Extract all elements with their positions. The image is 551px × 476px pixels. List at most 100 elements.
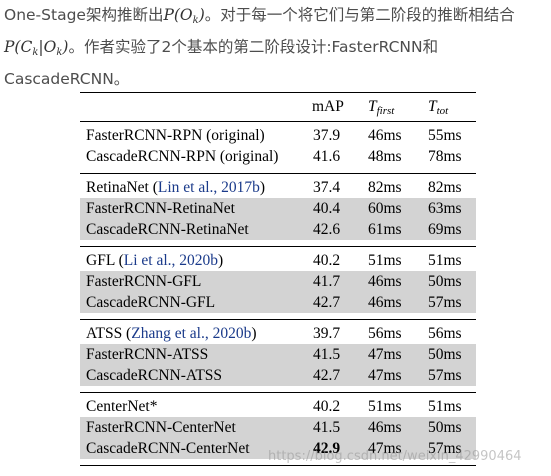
watermark: https://blog.csdn.net/weixin_42990464 xyxy=(268,449,522,464)
row-map: 39.7 xyxy=(313,325,341,342)
table-row: CascadeRCNN-RetinaNet 42.6 61ms 69ms xyxy=(80,219,476,240)
row-tfirst: 46ms xyxy=(368,419,402,436)
table-row: RetinaNet (Lin et al., 2017b) 37.4 82ms … xyxy=(80,177,476,198)
group-rule xyxy=(80,246,476,247)
formula-p-ck-close: ) xyxy=(62,38,69,56)
group-rule xyxy=(80,392,476,393)
header-ttot: Ttot xyxy=(428,93,448,125)
row-tfirst: 60ms xyxy=(368,200,402,217)
row-tfirst: 46ms xyxy=(368,127,402,144)
row-method: FasterRCNN-CenterNet xyxy=(86,419,236,436)
row-tfirst: 47ms xyxy=(368,440,402,457)
row-map: 42.7 xyxy=(313,294,341,311)
method-name: RetinaNet ( xyxy=(86,179,158,196)
top-rule xyxy=(80,92,476,93)
citation-link[interactable]: Zhang et al., 2020b xyxy=(131,325,252,342)
row-method: CascadeRCNN-CenterNet xyxy=(86,440,250,457)
row-ttot: 78ms xyxy=(428,148,462,165)
table-row: CascadeRCNN-GFL 42.7 46ms 57ms xyxy=(80,292,476,313)
row-method: RetinaNet (Lin et al., 2017b) xyxy=(86,177,265,198)
row-map: 41.5 xyxy=(313,419,341,436)
row-map: 40.2 xyxy=(313,398,341,415)
row-method: GFL (Li et al., 2020b) xyxy=(86,250,223,271)
row-tfirst: 51ms xyxy=(368,398,402,415)
formula-p-ck-sub: k xyxy=(32,47,39,58)
table-row: FasterRCNN-CenterNet 41.5 46ms 50ms xyxy=(80,417,476,438)
header-rule xyxy=(80,121,476,122)
group-rule xyxy=(80,319,476,320)
row-ttot: 82ms xyxy=(428,179,462,196)
row-method: CascadeRCNN-ATSS xyxy=(86,367,223,384)
table-row: CascadeRCNN-CenterNet 42.9 47ms 57ms xyxy=(80,438,476,459)
table-row: FasterRCNN-RPN (original) 37.9 46ms 55ms xyxy=(80,125,476,146)
table-row: FasterRCNN-ATSS 41.5 47ms 50ms xyxy=(80,344,476,365)
table-row: CascadeRCNN-RPN (original) 41.6 48ms 78m… xyxy=(80,146,476,167)
citation-link[interactable]: Lin et al., 2017b xyxy=(157,179,260,196)
formula-p-ok-close: ) xyxy=(198,6,205,24)
table-row: FasterRCNN-RetinaNet 40.4 60ms 63ms xyxy=(80,198,476,219)
method-name: GFL ( xyxy=(86,252,124,269)
group-rule xyxy=(80,173,476,174)
row-method: ATSS (Zhang et al., 2020b) xyxy=(86,323,257,344)
row-tfirst: 61ms xyxy=(368,221,402,238)
header-map: mAP xyxy=(312,98,344,115)
row-map: 40.2 xyxy=(313,252,341,269)
row-method: CascadeRCNN-GFL xyxy=(86,294,216,311)
header-tfirst: Tfirst xyxy=(368,93,394,125)
table-header-row: mAP Tfirst Ttot xyxy=(80,93,476,121)
row-ttot: 69ms xyxy=(428,221,462,238)
row-ttot: 50ms xyxy=(428,346,462,363)
row-method: FasterRCNN-ATSS xyxy=(86,346,209,363)
formula-p-ok-sub: k xyxy=(192,15,199,26)
row-map: 40.4 xyxy=(313,200,341,217)
row-tfirst: 47ms xyxy=(368,346,402,363)
row-tfirst: 46ms xyxy=(368,294,402,311)
method-close: ) xyxy=(218,252,224,269)
table-row: CascadeRCNN-ATSS 42.7 47ms 57ms xyxy=(80,365,476,386)
results-table: mAP Tfirst Ttot FasterRCNN-RPN (original… xyxy=(80,92,476,466)
row-ttot: 50ms xyxy=(428,419,462,436)
row-method: CascadeRCNN-RPN (original) xyxy=(86,148,279,165)
row-tfirst: 46ms xyxy=(368,273,402,290)
row-map: 42.7 xyxy=(313,367,341,384)
row-map: 41.5 xyxy=(313,346,341,363)
row-ttot: 56ms xyxy=(428,325,462,342)
row-method: FasterRCNN-GFL xyxy=(86,273,202,290)
row-tfirst: 47ms xyxy=(368,367,402,384)
row-ttot: 57ms xyxy=(428,294,462,311)
formula-p-ck-ok: P(Ck|Ok) xyxy=(4,38,69,58)
row-tfirst: 51ms xyxy=(368,252,402,269)
method-name: ATSS ( xyxy=(86,325,132,342)
row-map-best: 42.9 xyxy=(313,440,341,457)
citation-link[interactable]: Li et al., 2020b xyxy=(123,252,219,269)
method-name: CenterNet* xyxy=(86,398,158,415)
header-ttot-base: T xyxy=(428,98,437,115)
row-ttot: 57ms xyxy=(428,367,462,384)
table-row: GFL (Li et al., 2020b) 40.2 51ms 51ms xyxy=(80,250,476,271)
row-ttot: 57ms xyxy=(428,440,462,457)
row-tfirst: 48ms xyxy=(368,148,402,165)
row-map: 42.6 xyxy=(313,221,341,238)
header-tfirst-base: T xyxy=(368,98,377,115)
table-row: FasterRCNN-GFL 41.7 46ms 50ms xyxy=(80,271,476,292)
row-ttot: 55ms xyxy=(428,127,462,144)
row-method: CascadeRCNN-RetinaNet xyxy=(86,221,249,238)
intro-text-1: One-Stage架构推断出 xyxy=(4,6,164,24)
row-map: 37.4 xyxy=(313,179,341,196)
bottom-rule xyxy=(80,465,476,466)
header-tfirst-sub: first xyxy=(376,105,395,117)
intro-text-2: 。对于每一个将它们与第二阶段的推断相结合 xyxy=(204,6,515,24)
formula-p-ok: P(Ok) xyxy=(163,6,205,26)
row-map: 37.9 xyxy=(313,127,341,144)
method-close: ) xyxy=(251,325,257,342)
method-close: ) xyxy=(259,179,266,196)
table-row: CenterNet* 40.2 51ms 51ms xyxy=(80,396,476,417)
row-method: FasterRCNN-RetinaNet xyxy=(86,200,235,217)
header-ttot-sub: tot xyxy=(436,105,449,117)
table-row: ATSS (Zhang et al., 2020b) 39.7 56ms 56m… xyxy=(80,323,476,344)
row-ttot: 51ms xyxy=(428,398,462,415)
formula-p-ck-mid: |O xyxy=(38,38,57,56)
row-method: CenterNet* xyxy=(86,396,157,417)
row-tfirst: 82ms xyxy=(368,179,402,196)
intro-text-3: 。作者实验了2个基本的第二阶段设计:FasterRCNN和CascadeRCNN… xyxy=(4,38,439,88)
